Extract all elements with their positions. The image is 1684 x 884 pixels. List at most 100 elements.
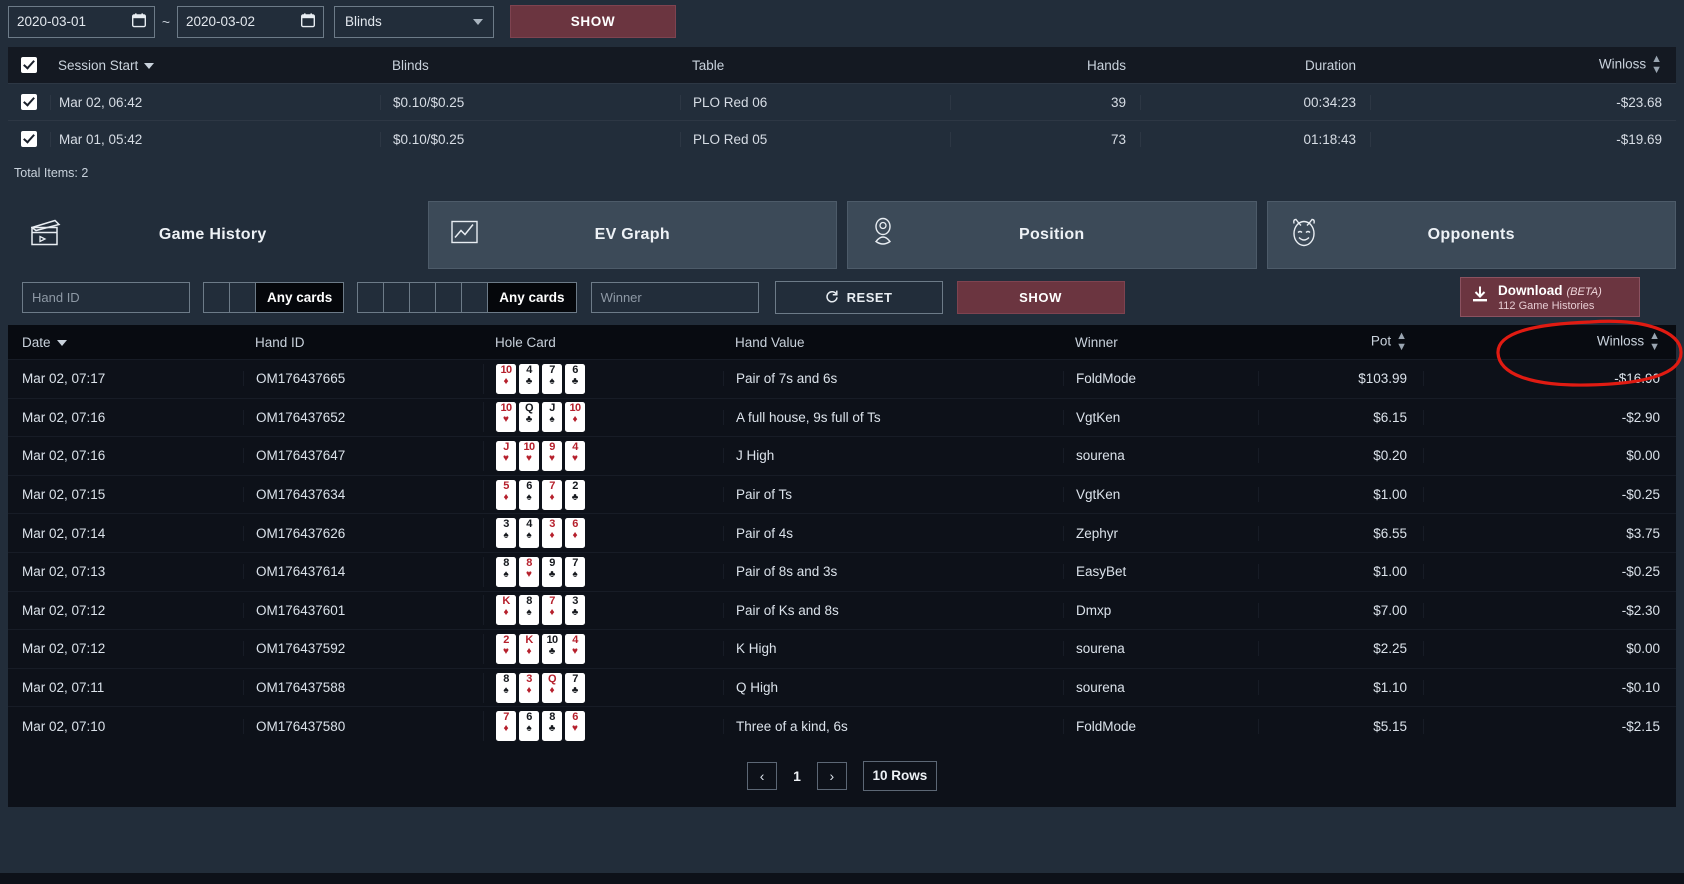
playing-card: 7 ♦ bbox=[542, 595, 562, 626]
playing-card: 2 ♥ bbox=[496, 633, 516, 664]
table-row[interactable]: Mar 02, 07:12 OM176437592 2 ♥ K ♦ 10 ♣ 4 ♥ K High s… bbox=[8, 629, 1676, 668]
cell-duration: 00:34:23 bbox=[1140, 94, 1370, 110]
date-to-input[interactable]: 2020-03-02 bbox=[177, 5, 324, 38]
playing-card: 3 ♣ bbox=[565, 595, 585, 626]
column-winloss[interactable]: Winloss ▲ ▼ bbox=[1423, 331, 1676, 353]
cell-hand-value: A full house, 9s full of Ts bbox=[723, 409, 1063, 425]
cell-hand-id: OM176437634 bbox=[243, 487, 483, 503]
table-row[interactable]: Mar 02, 07:16 OM176437652 10 ♥ Q ♣ J ♠ 10 ♦ A full… bbox=[8, 397, 1676, 437]
cell-blinds: $0.10/$0.25 bbox=[380, 131, 680, 147]
download-button[interactable]: Download (BETA) 112 Game Histories bbox=[1460, 277, 1640, 317]
reset-label: RESET bbox=[846, 289, 893, 305]
calendar-icon[interactable] bbox=[131, 12, 147, 31]
table-row[interactable]: Mar 01, 05:42 $0.10/$0.25 PLO Red 05 73 … bbox=[8, 120, 1676, 157]
table-row[interactable]: Mar 02, 07:15 OM176437634 5 ♦ 6 ♠ 7 ♦ 2 ♣ Pair of … bbox=[8, 474, 1676, 514]
cell-duration: 01:18:43 bbox=[1140, 131, 1370, 147]
rows-per-page-button[interactable]: 10 Rows bbox=[862, 760, 937, 791]
column-session-start[interactable]: Session Start bbox=[50, 58, 380, 73]
table-row[interactable]: Mar 02, 07:10 OM176437580 7 ♦ 6 ♠ 8 ♣ 6 ♥ Three of… bbox=[8, 706, 1676, 745]
cell-winloss: $3.75 bbox=[1423, 525, 1676, 541]
cell-hand-id: OM176437580 bbox=[243, 718, 483, 734]
winner-input[interactable]: Winner bbox=[590, 281, 759, 313]
cell-winloss: $0.00 bbox=[1423, 641, 1676, 657]
show-hands-button[interactable]: SHOW bbox=[956, 280, 1125, 314]
row-checkbox[interactable] bbox=[8, 131, 50, 147]
cell-winner: VgtKen bbox=[1063, 409, 1258, 425]
column-hole-card[interactable]: Hole Card bbox=[495, 334, 556, 350]
cell-table: PLO Red 05 bbox=[680, 131, 950, 147]
playing-card: 6 ♣ bbox=[565, 363, 585, 394]
card-slot[interactable] bbox=[358, 282, 385, 312]
tab-ev-graph[interactable]: EV Graph bbox=[427, 201, 837, 269]
cell-winner: EasyBet bbox=[1063, 564, 1258, 580]
calendar-icon[interactable] bbox=[300, 12, 316, 31]
playing-card: 8 ♠ bbox=[496, 556, 516, 587]
board-card-selector[interactable]: Any cards bbox=[357, 281, 577, 313]
column-pot[interactable]: Pot ▲ ▼ bbox=[1258, 331, 1423, 353]
column-hands[interactable]: Hands bbox=[1086, 57, 1126, 73]
next-page-button[interactable]: › bbox=[816, 761, 847, 790]
playing-card: 7 ♣ bbox=[565, 672, 585, 703]
card-slot[interactable] bbox=[204, 282, 230, 312]
board-any-cards-button[interactable]: Any cards bbox=[488, 282, 576, 312]
playing-card: 10 ♣ bbox=[542, 633, 562, 664]
cell-winner: VgtKen bbox=[1063, 487, 1258, 503]
card-slot[interactable] bbox=[384, 282, 411, 312]
cell-hole-cards: 2 ♥ K ♦ 10 ♣ 4 ♥ bbox=[483, 633, 723, 664]
download-icon bbox=[1471, 285, 1489, 309]
hole-any-cards-button[interactable]: Any cards bbox=[256, 282, 344, 312]
column-label: Date bbox=[22, 334, 51, 350]
clapperboard-icon bbox=[30, 219, 61, 252]
download-title: Download bbox=[1498, 283, 1563, 298]
hole-card-selector[interactable]: Any cards bbox=[203, 281, 345, 313]
date-range-separator: ~ bbox=[161, 13, 171, 30]
column-winner[interactable]: Winner bbox=[1075, 334, 1118, 350]
tab-game-history[interactable]: Game History bbox=[8, 201, 418, 269]
cell-hand-id: OM176437647 bbox=[243, 448, 483, 464]
download-subtitle: 112 Game Histories bbox=[1498, 300, 1595, 312]
column-table[interactable]: Table bbox=[692, 57, 725, 73]
table-row[interactable]: Mar 02, 07:17 OM176437665 10 ♦ 4 ♣ 7 ♠ 6 ♣ Pair of… bbox=[8, 359, 1676, 398]
card-slot[interactable] bbox=[410, 282, 437, 312]
table-row[interactable]: Mar 02, 07:11 OM176437588 8 ♠ 3 ♦ Q ♦ 7 ♣ Q High so… bbox=[8, 667, 1676, 707]
show-sessions-button[interactable]: SHOW bbox=[510, 5, 676, 38]
column-hand-value[interactable]: Hand Value bbox=[735, 334, 805, 350]
card-slot[interactable] bbox=[436, 282, 463, 312]
cell-pot: $0.20 bbox=[1258, 448, 1423, 464]
playing-card: Q ♦ bbox=[542, 672, 562, 703]
select-all-checkbox[interactable] bbox=[8, 57, 50, 73]
winner-placeholder: Winner bbox=[600, 289, 642, 305]
playing-card: K ♦ bbox=[519, 633, 539, 664]
card-slot[interactable] bbox=[462, 282, 489, 312]
hand-id-placeholder: Hand ID bbox=[32, 289, 80, 305]
cell-pot: $5.15 bbox=[1258, 718, 1423, 734]
date-from-input[interactable]: 2020-03-01 bbox=[8, 5, 155, 38]
tab-position[interactable]: Position bbox=[847, 201, 1257, 269]
column-blinds[interactable]: Blinds bbox=[392, 57, 429, 73]
cell-hole-cards: 10 ♥ Q ♣ J ♠ 10 ♦ bbox=[483, 402, 723, 433]
blinds-select[interactable]: Blinds bbox=[334, 5, 494, 38]
prev-page-button[interactable]: ‹ bbox=[747, 761, 778, 790]
cell-winner: sourena bbox=[1063, 680, 1258, 696]
cell-pot: $6.55 bbox=[1258, 525, 1423, 541]
table-row[interactable]: Mar 02, 07:16 OM176437647 J ♥ 10 ♥ 9 ♥ 4 ♥ J High s… bbox=[8, 436, 1676, 475]
hand-id-input[interactable]: Hand ID bbox=[22, 281, 190, 313]
row-checkbox[interactable] bbox=[8, 94, 50, 110]
card-slot[interactable] bbox=[230, 282, 256, 312]
total-items-label: Total Items: 2 bbox=[0, 157, 1684, 189]
playing-card: 6 ♠ bbox=[519, 479, 539, 510]
column-duration[interactable]: Duration bbox=[1304, 57, 1356, 73]
table-row[interactable]: Mar 02, 07:12 OM176437601 K ♦ 8 ♠ 7 ♦ 3 ♣ Pair of … bbox=[8, 590, 1676, 630]
cell-session-start: Mar 02, 06:42 bbox=[50, 94, 380, 110]
tab-opponents[interactable]: Opponents bbox=[1266, 201, 1676, 269]
column-hand-id[interactable]: Hand ID bbox=[255, 334, 305, 350]
table-row[interactable]: Mar 02, 07:14 OM176437626 3 ♠ 4 ♠ 3 ♦ 6 ♦ Pair of … bbox=[8, 513, 1676, 552]
cell-winloss: -$23.68 bbox=[1370, 94, 1676, 110]
reset-button[interactable]: RESET bbox=[774, 280, 943, 314]
game-history-panel: Hand ID Any cards Any cards Winner bbox=[8, 269, 1676, 807]
cell-hole-cards: 3 ♠ 4 ♠ 3 ♦ 6 ♦ bbox=[483, 518, 723, 549]
column-date[interactable]: Date bbox=[8, 335, 243, 350]
table-row[interactable]: Mar 02, 06:42 $0.10/$0.25 PLO Red 06 39 … bbox=[8, 83, 1676, 120]
column-winloss[interactable]: Winloss ▲ ▼ bbox=[1370, 54, 1676, 76]
table-row[interactable]: Mar 02, 07:13 OM176437614 8 ♠ 8 ♥ 9 ♣ 7 ♠ Pair of … bbox=[8, 551, 1676, 591]
